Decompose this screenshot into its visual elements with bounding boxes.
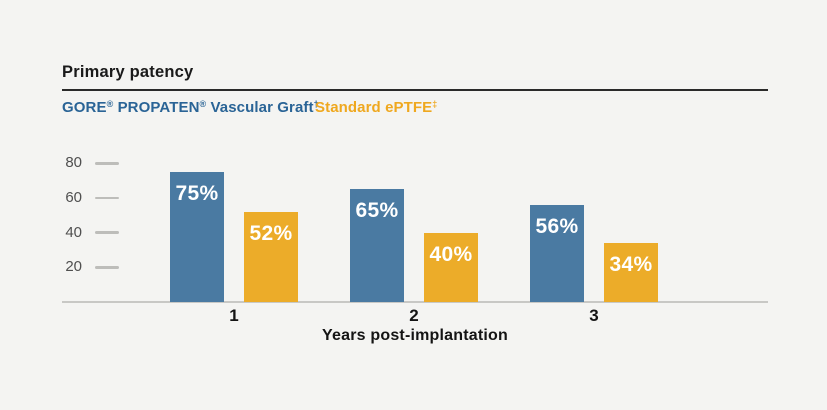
y-axis-tick-label: 20 (65, 258, 82, 276)
y-axis-tick-label: 60 (65, 189, 82, 207)
title-rule (62, 89, 768, 91)
bar-gore-propaten-year-1: 75% (170, 172, 224, 302)
x-axis-line (62, 301, 768, 303)
bar-standard-eptfe-year-3: 34% (604, 243, 658, 302)
y-axis-tick-mark (95, 162, 119, 165)
bar-gore-propaten-year-2: 65% (350, 189, 404, 302)
bar-value-label: 52% (249, 221, 293, 245)
x-axis-tick-label: 2 (409, 306, 419, 325)
x-axis-tick-label: 3 (589, 306, 599, 325)
bar-value-label: 65% (355, 199, 399, 223)
x-axis-tick-label: 1 (229, 306, 239, 325)
bar-value-label: 56% (535, 214, 579, 238)
bar-standard-eptfe-year-2: 40% (424, 232, 478, 302)
y-axis-tick-mark (95, 266, 119, 269)
y-axis-tick-mark (95, 196, 119, 200)
bar-standard-eptfe-year-1: 52% (244, 211, 298, 302)
y-axis-tick-label: 40 (65, 223, 82, 241)
bar-value-label: 75% (175, 182, 219, 206)
bar-value-label: 40% (429, 242, 473, 266)
x-axis-title: Years post-implantation (322, 327, 508, 344)
bar-value-label: 34% (609, 253, 653, 277)
y-axis-tick-label: 80 (65, 154, 82, 172)
y-axis-tick-mark (95, 231, 119, 234)
bar-gore-propaten-year-3: 56% (530, 204, 584, 302)
chart-title: Primary patency (62, 63, 194, 81)
